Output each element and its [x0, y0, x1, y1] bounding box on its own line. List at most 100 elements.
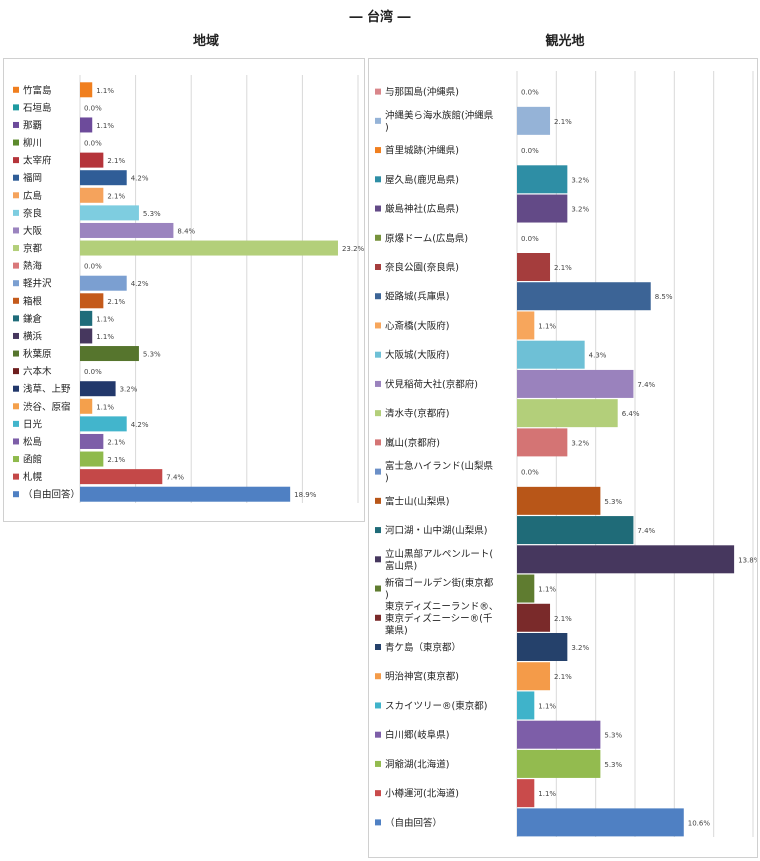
sightseeing-data-label: 2.1% [554, 615, 572, 623]
region-bar [80, 187, 104, 203]
region-data-label: 1.1% [96, 333, 114, 341]
sightseeing-legend-label: 富士山(山梨県) [385, 495, 449, 507]
sightseeing-bar [517, 720, 601, 749]
sightseeing-legend-marker [375, 147, 381, 154]
region-data-label: 3.2% [120, 386, 138, 394]
region-legend-label: 大阪 [23, 225, 43, 237]
region-data-label: 2.1% [107, 192, 125, 200]
sightseeing-legend-marker [375, 702, 381, 709]
sightseeing-bar [517, 311, 535, 340]
sightseeing-legend-label: （自由回答） [385, 817, 442, 829]
sightseeing-bar [517, 428, 568, 457]
region-data-label: 1.1% [96, 122, 114, 130]
region-legend-marker [13, 209, 19, 216]
sightseeing-legend-marker [375, 380, 381, 387]
sightseeing-legend-label: 明治神宮(東京都) [385, 671, 459, 683]
region-legend-marker [13, 139, 19, 146]
region-legend-label: 石垣島 [23, 102, 52, 114]
region-legend-marker [13, 227, 19, 234]
region-legend-label: 広島 [23, 190, 42, 202]
region-data-label: 4.2% [131, 280, 149, 288]
region-bar [80, 293, 104, 309]
sightseeing-data-label: 2.1% [554, 673, 572, 681]
sightseeing-data-label: 0.0% [521, 235, 539, 243]
sightseeing-legend-marker [375, 264, 381, 270]
region-legend-marker [13, 368, 19, 375]
sightseeing-data-label: 0.0% [521, 469, 539, 477]
sightseeing-legend-label: スカイツリー®(東京都) [385, 700, 487, 712]
sightseeing-bar [517, 603, 551, 632]
region-legend-marker [13, 192, 19, 199]
region-legend-label: 竹富島 [23, 84, 52, 96]
sightseeing-data-label: 4.3% [589, 352, 607, 360]
sightseeing-legend-label: 心斎橋(大阪府) [385, 320, 449, 332]
region-legend-marker [13, 245, 19, 252]
region-bar [80, 469, 163, 485]
region-chart-title: 地域 [192, 34, 219, 49]
region-bar [80, 346, 139, 362]
sightseeing-legend-label: 小樽運河(北海道) [385, 788, 459, 800]
sightseeing-data-label: 10.6% [688, 819, 711, 827]
sightseeing-legend-label: 富士急ハイランド(山梨県) [385, 460, 494, 484]
page-title: ― 台湾 ― [349, 10, 411, 25]
region-bar [80, 398, 93, 414]
region-bar [80, 433, 104, 449]
sightseeing-legend-label: 原爆ドーム(広島県) [385, 232, 468, 244]
region-data-label: 4.2% [131, 421, 149, 429]
sightseeing-bar [517, 253, 551, 281]
region-data-label: 18.9% [294, 491, 317, 499]
sightseeing-legend-marker [375, 527, 381, 534]
sightseeing-data-label: 6.4% [622, 410, 640, 418]
sightseeing-bar [517, 165, 568, 194]
sightseeing-legend-marker [375, 293, 381, 300]
region-bar [80, 381, 116, 397]
sightseeing-bar [517, 106, 551, 135]
region-legend-marker [13, 350, 19, 357]
sightseeing-data-label: 3.2% [571, 644, 589, 652]
region-data-label: 0.0% [84, 263, 102, 271]
sightseeing-legend-label: 河口湖・山中湖(山梨県) [385, 525, 487, 537]
sightseeing-data-label: 7.4% [637, 527, 655, 535]
region-data-label: 2.1% [107, 456, 125, 464]
sightseeing-legend-label: 沖縄美ら海水族館(沖縄県) [385, 109, 494, 133]
region-legend-label: 太宰府 [23, 155, 52, 167]
region-legend-marker [13, 438, 19, 445]
region-legend-marker [13, 121, 19, 128]
region-bar [80, 416, 127, 432]
region-legend-label: 秋葉原 [23, 348, 52, 360]
region-legend-label: 軽井沢 [23, 278, 52, 290]
sightseeing-legend-label: 新宿ゴールデン街(東京都) [385, 577, 494, 601]
sightseeing-bar [517, 194, 568, 223]
sightseeing-legend-marker [375, 468, 381, 475]
region-legend-label: 浅草、上野 [23, 383, 71, 395]
region-legend-label: 札幌 [23, 471, 43, 483]
region-legend-marker [13, 262, 19, 269]
sightseeing-bar [517, 369, 634, 398]
region-data-label: 0.0% [84, 104, 102, 112]
region-gridlines [79, 75, 359, 503]
sightseeing-legend-marker [375, 644, 381, 650]
sightseeing-legend-marker [375, 760, 381, 767]
region-data-label: 1.1% [96, 87, 114, 95]
sightseeing-legend-marker [375, 234, 381, 241]
sightseeing-bar [517, 779, 535, 808]
sightseeing-legend-label: 屋久島(鹿児島県) [385, 174, 459, 186]
region-legend-label: 日光 [23, 418, 43, 430]
sightseeing-legend-marker [375, 351, 381, 358]
region-legend-label: 渋谷、原宿 [23, 401, 71, 413]
region-bar [80, 222, 174, 238]
region-bar [80, 152, 104, 168]
sightseeing-bar [517, 662, 551, 691]
region-legend-marker [13, 297, 19, 304]
sightseeing-legend-marker [375, 673, 381, 680]
sightseeing-legend-label: 洞爺湖(北海道) [385, 758, 449, 770]
region-legend-marker [13, 385, 19, 392]
sightseeing-data-label: 5.3% [604, 761, 622, 769]
region-data-label: 4.2% [131, 175, 149, 183]
region-legend-label: 函館 [23, 454, 42, 466]
sightseeing-data-label: 5.3% [604, 732, 622, 740]
region-legend-marker [13, 157, 19, 164]
region-legend-marker [13, 280, 19, 287]
region-legend-label: 鎌倉 [23, 313, 43, 325]
sightseeing-legend-label: 奈良公園(奈良県) [385, 262, 459, 274]
